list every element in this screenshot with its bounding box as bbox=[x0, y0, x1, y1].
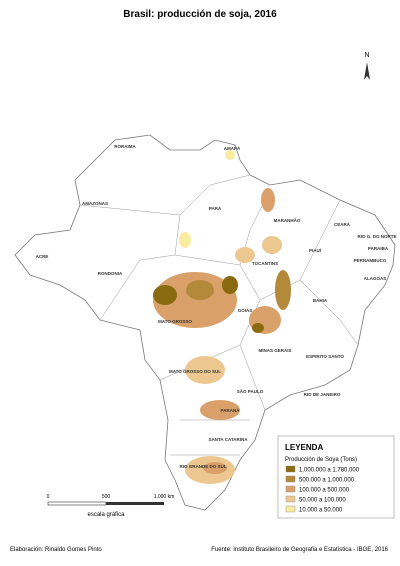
production-area bbox=[153, 272, 237, 328]
legend-label: 100.000 a 500.000 bbox=[299, 488, 350, 494]
map-title: Brasil: producción de soja, 2016 bbox=[123, 9, 277, 20]
state-label: PERNAMBUCO bbox=[354, 258, 387, 263]
scale-bar: 0 500 1.000 km escala gráfica bbox=[47, 494, 175, 518]
scale-label: 1.000 km bbox=[154, 494, 175, 500]
scale-caption: escala gráfica bbox=[87, 512, 125, 518]
production-area bbox=[185, 356, 225, 384]
legend-swatch bbox=[285, 495, 296, 503]
state-label: PARAIBA bbox=[368, 246, 389, 251]
state-label: RORAIMA bbox=[114, 144, 136, 149]
legend-label: 1.000.000 a 1.780.000 bbox=[299, 468, 360, 474]
state-label: PARANÁ bbox=[221, 407, 241, 413]
state-label: GOIÁS bbox=[238, 307, 253, 313]
production-area bbox=[261, 188, 275, 212]
legend-swatch bbox=[285, 475, 296, 483]
state-label: BAHIA bbox=[313, 298, 328, 303]
state-label: AMAZONAS bbox=[82, 201, 108, 206]
production-area bbox=[235, 247, 255, 263]
production-area bbox=[203, 462, 227, 474]
production-area bbox=[252, 323, 264, 333]
state-label: PIAUÍ bbox=[309, 246, 322, 253]
production-area bbox=[222, 276, 238, 294]
legend-subtitle: Producción de Soya (Tons) bbox=[285, 457, 357, 463]
state-label: CEARÁ bbox=[334, 221, 351, 227]
state-label: SANTA CATARINA bbox=[208, 437, 248, 442]
state-label: SÃO PAULO bbox=[237, 388, 264, 394]
production-area bbox=[275, 270, 291, 310]
legend-label: 500.000 a 1.000.000 bbox=[299, 478, 355, 484]
scale-label: 500 bbox=[102, 494, 111, 500]
legend-swatch bbox=[285, 505, 296, 513]
legend-box bbox=[277, 435, 395, 519]
state-label: AMAPÁ bbox=[224, 145, 241, 151]
legend-title: LEYENDA bbox=[285, 443, 323, 452]
state-label: MINAS GERAIS bbox=[258, 348, 291, 353]
state-label: PARÁ bbox=[209, 205, 222, 211]
production-area bbox=[200, 400, 240, 420]
production-area bbox=[186, 280, 214, 300]
state-label: TOCANTINS bbox=[252, 261, 278, 266]
state-label: RIO G. DO NORTE bbox=[357, 234, 396, 239]
production-area bbox=[153, 285, 177, 305]
legend-label: 10.000 a 50.000 bbox=[299, 508, 343, 514]
credit-author: Elaboración: Rinaldo Gomes Pinto bbox=[10, 547, 102, 553]
state-label: MATO GROSSO bbox=[158, 319, 192, 324]
state-labels: RORAIMA AMAPÁ AMAZONAS PARÁ MARANHÃO CEA… bbox=[36, 144, 397, 469]
legend-swatch bbox=[285, 465, 296, 473]
production-area bbox=[179, 232, 191, 248]
north-label: N bbox=[364, 52, 369, 59]
state-label: MARANHÃO bbox=[274, 217, 301, 223]
state-label: ESPIRITO SANTO bbox=[306, 354, 344, 359]
state-label: ALAGOAS bbox=[364, 276, 387, 281]
state-label: RIO GRANDE DO SUL bbox=[179, 464, 226, 469]
legend-label: 50.000 a 100.000 bbox=[299, 498, 346, 504]
legend-swatch bbox=[285, 485, 296, 493]
scale-segment bbox=[47, 501, 107, 506]
scale-segment bbox=[106, 502, 164, 505]
credit-source: Fuente: Instituto Brasileiro de Geografi… bbox=[211, 547, 388, 553]
legend: LEYENDA Producción de Soya (Tons) 1.000.… bbox=[277, 435, 395, 519]
production-areas bbox=[153, 150, 291, 484]
state-label: ACRE bbox=[36, 254, 49, 259]
state-label: RIO DE JANEIRO bbox=[304, 392, 341, 397]
state-label: RONDONIA bbox=[98, 271, 123, 276]
north-arrow bbox=[364, 62, 370, 80]
scale-label: 0 bbox=[47, 494, 50, 500]
production-area bbox=[262, 236, 282, 254]
state-label: MATO GROSSO DO SUL bbox=[169, 369, 221, 374]
production-area bbox=[225, 150, 235, 160]
